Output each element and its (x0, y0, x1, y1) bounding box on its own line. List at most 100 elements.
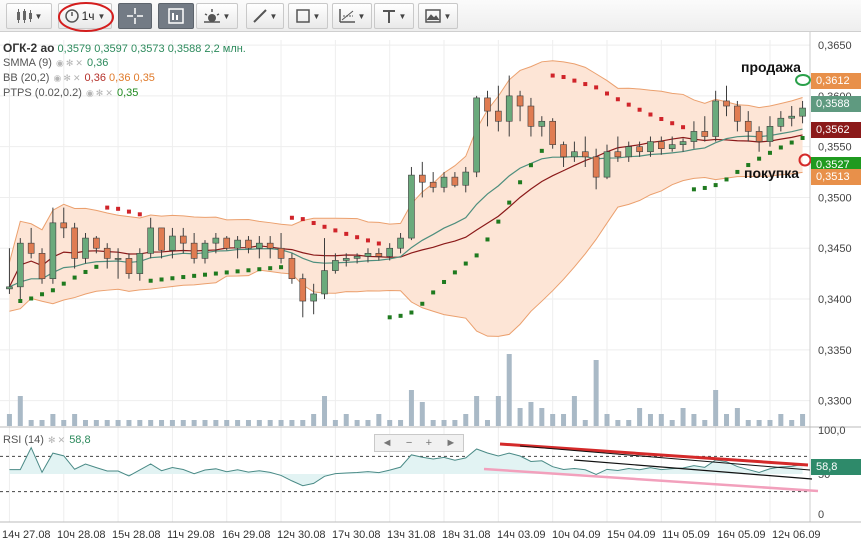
candle-body[interactable] (158, 227, 165, 251)
candle-body[interactable] (27, 242, 35, 254)
candle-body[interactable] (418, 174, 426, 183)
candle-body[interactable] (60, 222, 68, 229)
candle-body[interactable] (516, 95, 524, 107)
close-icon[interactable]: ✕ (75, 58, 83, 68)
candle-body[interactable] (16, 242, 24, 288)
candle-body[interactable] (484, 97, 491, 112)
candle-body[interactable] (723, 100, 730, 107)
scroll-right-icon[interactable]: ► (445, 437, 457, 449)
candle-body[interactable] (397, 237, 404, 249)
candle-body[interactable] (658, 141, 665, 149)
candle-body[interactable] (201, 242, 209, 259)
fibonacci-button[interactable]: ▼ (332, 3, 372, 29)
candle-body[interactable] (560, 144, 567, 158)
candle-body[interactable] (625, 146, 633, 158)
candle-body[interactable] (179, 235, 187, 244)
candle-body[interactable] (114, 258, 122, 260)
gear-icon[interactable]: ✻ (65, 58, 74, 68)
line-tools-button[interactable]: ▼ (246, 3, 284, 29)
candle-body[interactable] (636, 146, 643, 153)
candle-body[interactable] (103, 247, 111, 259)
candle-body[interactable] (451, 176, 459, 186)
zoom-out-icon[interactable]: − (405, 437, 413, 449)
candle-body[interactable] (71, 227, 78, 259)
volume-bar (561, 414, 567, 426)
candle-body[interactable] (788, 115, 796, 119)
chart-type-button[interactable]: ▼ (6, 3, 52, 29)
candle-body[interactable] (223, 237, 231, 249)
candle-body[interactable] (603, 151, 611, 178)
close-icon[interactable]: ✕ (105, 88, 113, 98)
candle-body[interactable] (679, 141, 687, 145)
candle-body[interactable] (234, 239, 241, 249)
candle-body[interactable] (342, 258, 350, 261)
candle-body[interactable] (332, 260, 339, 271)
close-icon[interactable]: ✕ (57, 435, 66, 445)
chart-mode-button[interactable] (158, 3, 194, 29)
candle-body[interactable] (375, 253, 383, 257)
gear-icon[interactable]: ✻ (48, 435, 56, 445)
candle-body[interactable] (212, 237, 220, 244)
candle-body[interactable] (712, 100, 719, 137)
candle-body[interactable] (429, 181, 437, 188)
crosshair-button[interactable] (118, 3, 152, 29)
candle-body[interactable] (647, 141, 654, 153)
candle-body[interactable] (125, 258, 133, 274)
candle-body[interactable] (245, 239, 252, 249)
indicators-button[interactable]: ▼ (196, 3, 238, 29)
candle-body[interactable] (744, 120, 752, 132)
candle-body[interactable] (353, 256, 361, 259)
scroll-left-icon[interactable]: ◄ (381, 437, 393, 449)
candle-body[interactable] (6, 286, 13, 290)
candle-body[interactable] (755, 131, 763, 142)
image-button[interactable]: ▼ (418, 3, 458, 29)
candle-body[interactable] (364, 253, 372, 257)
candle-body[interactable] (462, 171, 470, 186)
candle-body[interactable] (505, 95, 513, 122)
candle-body[interactable] (581, 151, 589, 158)
candle-body[interactable] (527, 105, 535, 127)
eye-icon[interactable]: ◉ (85, 88, 94, 98)
gear-icon[interactable]: ✻ (63, 73, 71, 83)
candle-body[interactable] (169, 235, 176, 251)
candle-body[interactable] (408, 174, 415, 239)
candle-body[interactable] (321, 270, 328, 295)
close-icon[interactable]: ✕ (72, 73, 81, 83)
candle-body[interactable] (549, 120, 556, 145)
candle-body[interactable] (136, 253, 144, 274)
candle-body[interactable] (440, 176, 448, 188)
gear-icon[interactable]: ✻ (95, 88, 104, 98)
eye-icon[interactable]: ◉ (55, 58, 64, 68)
candle-body[interactable] (277, 247, 285, 259)
text-button[interactable]: ▼ (374, 3, 414, 29)
candle-body[interactable] (93, 237, 100, 249)
candle-body[interactable] (799, 107, 806, 117)
candle-body[interactable] (614, 151, 622, 158)
candle-body[interactable] (49, 222, 57, 280)
candle-body[interactable] (386, 247, 394, 257)
zoom-in-icon[interactable]: + (425, 437, 433, 449)
candle-body[interactable] (147, 227, 154, 254)
candle-body[interactable] (190, 242, 198, 259)
candle-body[interactable] (690, 131, 698, 142)
candle-body[interactable] (538, 120, 546, 127)
candle-body[interactable] (473, 97, 480, 173)
shapes-button[interactable]: ▼ (288, 3, 328, 29)
candle-body[interactable] (82, 237, 89, 259)
candle-body[interactable] (38, 253, 46, 280)
candle-body[interactable] (571, 151, 578, 158)
candle-body[interactable] (668, 144, 676, 149)
candle-body[interactable] (592, 156, 600, 178)
candle-body[interactable] (734, 105, 741, 122)
candle-body[interactable] (777, 117, 785, 127)
candle-body[interactable] (299, 278, 307, 302)
candle-body[interactable] (701, 131, 709, 137)
eye-icon[interactable]: ◉ (53, 73, 62, 83)
chart-area[interactable]: 0,36500,36000,35500,35000,34500,34000,33… (0, 32, 861, 543)
candle-body[interactable] (495, 110, 502, 122)
candle-body[interactable] (256, 242, 263, 249)
candle-body[interactable] (288, 258, 296, 280)
candle-body[interactable] (310, 293, 317, 302)
candle-body[interactable] (266, 242, 274, 249)
candle-body[interactable] (766, 126, 774, 142)
